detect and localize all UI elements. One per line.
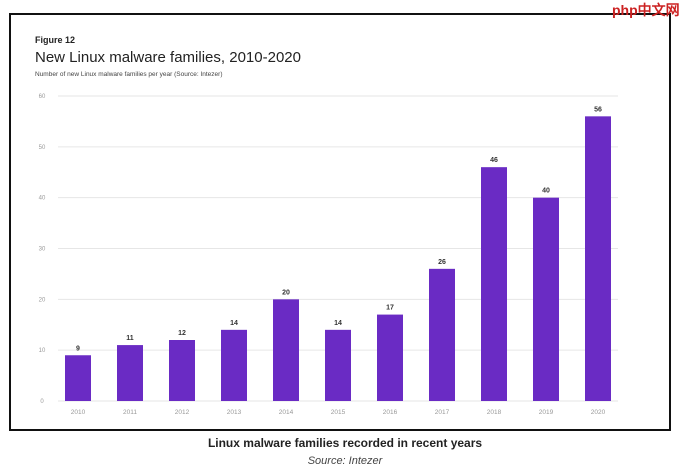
- data-label: 26: [438, 259, 446, 266]
- data-label: 12: [178, 330, 186, 337]
- y-tick-label: 10: [39, 348, 46, 354]
- x-tick-label: 2011: [123, 409, 137, 416]
- bar: [533, 197, 559, 401]
- x-tick-label: 2013: [227, 409, 242, 416]
- chart-subtitle: Number of new Linux malware families per…: [35, 71, 223, 78]
- x-tick-label: 2020: [591, 409, 606, 416]
- data-label: 11: [126, 335, 134, 342]
- y-tick-label: 20: [39, 297, 46, 303]
- x-tick-label: 2018: [487, 409, 502, 416]
- data-label: 20: [282, 289, 290, 296]
- bar: [585, 116, 611, 401]
- bar: [273, 299, 299, 401]
- bar: [169, 340, 195, 401]
- source-note: Source: Intezer: [307, 455, 383, 467]
- x-tick-label: 2019: [539, 409, 554, 416]
- data-label: 9: [76, 345, 80, 352]
- chart-title: New Linux malware families, 2010-2020: [35, 49, 301, 66]
- data-label: 17: [386, 305, 394, 312]
- bar: [221, 329, 247, 401]
- y-tick-label: 40: [39, 196, 46, 202]
- bar: [117, 345, 143, 401]
- watermark-php: php中文网: [612, 2, 680, 18]
- x-tick-label: 2017: [435, 409, 450, 416]
- bar: [377, 314, 403, 401]
- x-tick-label: 2012: [175, 409, 190, 416]
- bar: [325, 329, 351, 401]
- caption: Linux malware families recorded in recen…: [207, 436, 483, 450]
- y-tick-label: 30: [39, 247, 46, 253]
- y-tick-label: 0: [40, 399, 44, 405]
- bar: [481, 167, 507, 401]
- x-tick-label: 2015: [331, 409, 346, 416]
- data-label: 14: [230, 320, 238, 327]
- data-label: 46: [490, 157, 498, 164]
- bar-chart: 0102030405060920101120111220121420132020…: [39, 94, 618, 416]
- data-label: 56: [594, 106, 602, 113]
- data-label: 40: [542, 188, 550, 195]
- x-tick-label: 2014: [279, 409, 294, 416]
- x-tick-label: 2010: [71, 409, 86, 416]
- data-label: 14: [334, 320, 342, 327]
- bar: [65, 355, 91, 401]
- x-tick-label: 2016: [383, 409, 398, 416]
- figure-label: Figure 12: [35, 35, 76, 45]
- y-tick-label: 50: [39, 145, 46, 151]
- bar: [429, 268, 455, 401]
- y-tick-label: 60: [39, 94, 46, 100]
